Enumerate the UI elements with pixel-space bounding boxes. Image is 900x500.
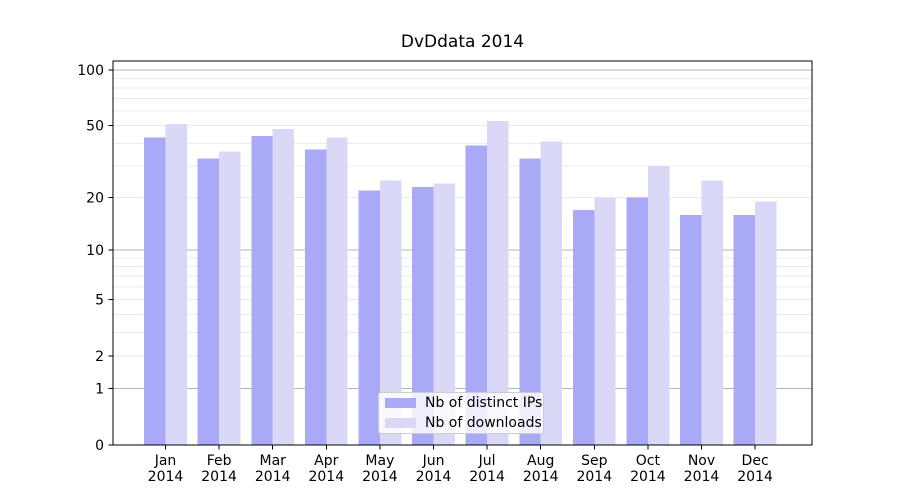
legend-swatch-downloads xyxy=(385,418,416,428)
bar-downloads-aug xyxy=(540,141,563,445)
bar-downloads-sep xyxy=(594,197,616,445)
bar-downloads-apr xyxy=(326,137,348,445)
bar-distinct-ips-dec xyxy=(733,214,756,445)
bar-distinct-ips-feb xyxy=(197,158,220,446)
x-tick-label: Oct 2014 xyxy=(630,453,666,485)
bar-distinct-ips-nov xyxy=(680,214,702,445)
bar-downloads-jan xyxy=(165,124,187,445)
legend-label-distinct-ips: Nb of distinct IPs xyxy=(425,395,543,411)
x-tick-label: May 2014 xyxy=(362,453,398,485)
bar-distinct-ips-oct xyxy=(626,197,648,445)
x-tick-label: Jun 2014 xyxy=(416,453,452,485)
x-tick-label: Dec 2014 xyxy=(737,453,773,485)
legend-label-downloads: Nb of downloads xyxy=(425,415,542,431)
chart-title: DvDdata 2014 xyxy=(400,32,525,52)
bar-downloads-feb xyxy=(219,151,241,445)
legend-swatch-distinct-ips xyxy=(385,398,416,408)
bar-downloads-mar xyxy=(272,128,295,446)
x-tick-label: Jan 2014 xyxy=(148,453,184,485)
x-tick-label: Nov 2014 xyxy=(684,453,720,485)
x-tick-label: Jul 2014 xyxy=(469,453,505,485)
x-tick-label: Feb 2014 xyxy=(201,453,237,485)
bar-distinct-ips-sep xyxy=(572,210,595,445)
axis-frame xyxy=(112,60,813,446)
bar-distinct-ips-jun xyxy=(412,186,434,445)
legend-row-downloads: Nb of downloads xyxy=(385,415,542,431)
y-tick-label: 5 xyxy=(95,292,104,308)
bar-downloads-oct xyxy=(647,166,670,445)
bar-distinct-ips-apr xyxy=(304,149,327,446)
y-tick-label: 100 xyxy=(77,63,104,79)
y-tick-label: 1 xyxy=(95,382,104,398)
y-tick-label: 10 xyxy=(86,243,104,259)
bar-distinct-ips-aug xyxy=(519,158,541,446)
legend-row-distinct-ips: Nb of distinct IPs xyxy=(385,395,542,411)
bar-distinct-ips-jan xyxy=(144,137,166,445)
x-tick-label: Apr 2014 xyxy=(308,453,344,485)
y-tick-label: 20 xyxy=(86,191,104,207)
y-tick-label: 50 xyxy=(86,119,104,135)
bar-downloads-dec xyxy=(755,201,777,445)
bar-downloads-jun xyxy=(433,183,455,445)
legend: Nb of distinct IPs Nb of downloads xyxy=(378,392,544,434)
bar-downloads-nov xyxy=(701,180,723,445)
bar-distinct-ips-may xyxy=(358,190,380,445)
y-tick-label: 0 xyxy=(95,438,104,454)
x-tick-label: Sep 2014 xyxy=(576,453,612,485)
bar-downloads-may xyxy=(379,180,402,445)
y-tick-label: 2 xyxy=(95,349,104,365)
x-tick-label: Aug 2014 xyxy=(523,453,559,485)
x-tick-label: Mar 2014 xyxy=(255,453,291,485)
bar-downloads-jul xyxy=(487,120,509,445)
bar-distinct-ips-jul xyxy=(465,145,488,445)
bar-distinct-ips-mar xyxy=(251,135,273,445)
